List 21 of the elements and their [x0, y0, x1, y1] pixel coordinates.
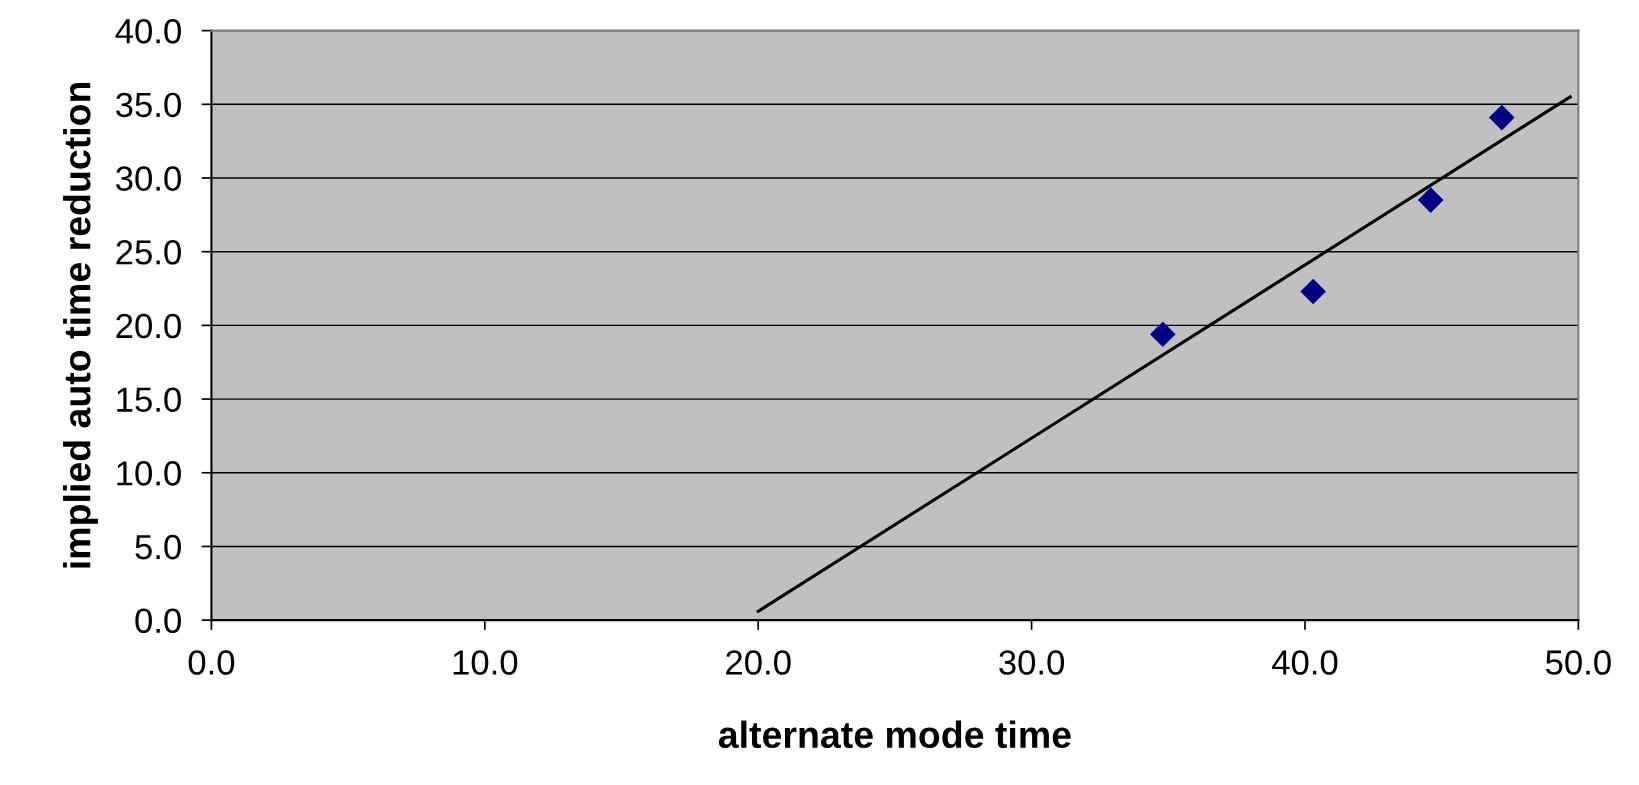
y-tick-label: 20.0 — [116, 313, 181, 339]
point — [1417, 187, 1444, 213]
x-tick-label: 40.0 — [1271, 650, 1338, 675]
x-tick-label: 0.0 — [188, 650, 235, 675]
y-tick-label: 30.0 — [116, 166, 181, 191]
x-axis-title: alternate mode time — [718, 720, 1071, 749]
y-tick-label: 0.0 — [135, 608, 181, 634]
y-tick-label: 10.0 — [117, 461, 181, 486]
y-tick-label: 35.0 — [116, 92, 181, 118]
x-tick-label: 10.0 — [453, 650, 518, 675]
y-tick-label: 40.0 — [115, 18, 181, 44]
y-axis-title: implied auto time reduction — [63, 82, 99, 568]
x-tick-label: 30.0 — [999, 650, 1065, 675]
y-tick-label: 25.0 — [116, 240, 181, 265]
point — [1150, 321, 1176, 348]
x-tick-label: 50.0 — [1545, 650, 1611, 675]
y-tick-label: 15.0 — [117, 387, 181, 412]
y-tick-label: 5.0 — [135, 534, 181, 560]
point — [1300, 278, 1326, 305]
point — [1489, 104, 1515, 131]
x-tick-label: 20.0 — [726, 650, 791, 675]
